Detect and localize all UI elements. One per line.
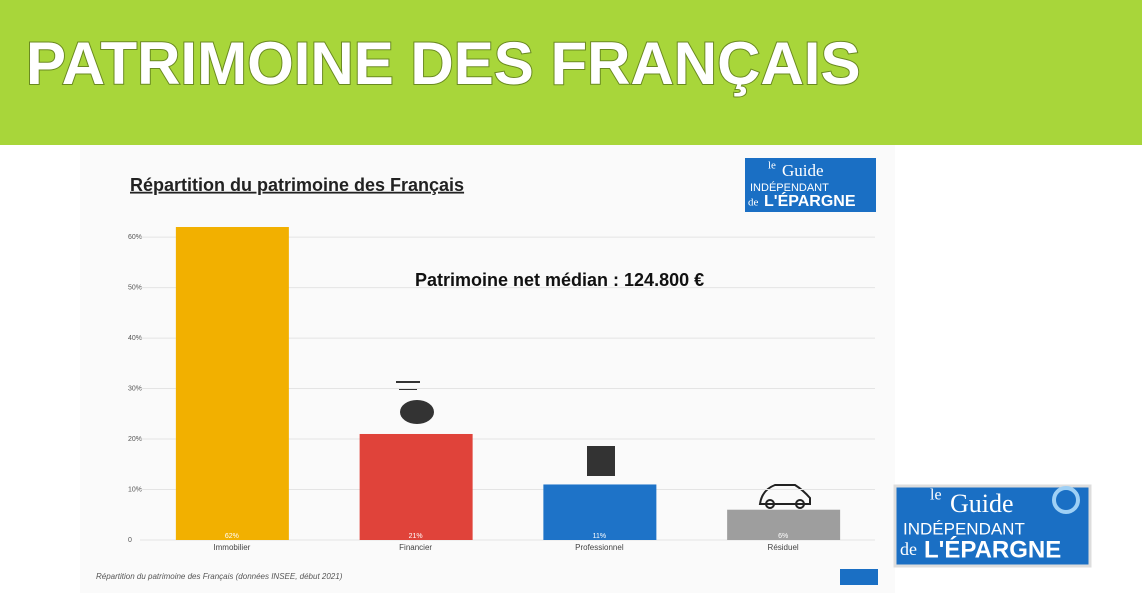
value-label: 6% [778, 533, 788, 540]
logo-text: Guide [950, 489, 1014, 518]
logo: le Guide INDÉPENDANT de L'ÉPARGNE [893, 484, 1092, 568]
logo-text: le [930, 487, 942, 504]
logo-text: L'ÉPARGNE [764, 191, 856, 210]
x-tick-label: Résiduel [768, 543, 799, 552]
logo-text: de [748, 197, 759, 209]
value-label: 11% [593, 533, 607, 540]
logo-small [840, 569, 878, 585]
bar [727, 509, 841, 540]
logo-text: INDÉPENDANT [903, 519, 1025, 538]
annotation: Patrimoine net médian : 124.800 € [415, 270, 704, 290]
caption: Répartition du patrimoine des Français (… [96, 572, 343, 581]
bar [543, 484, 657, 540]
x-tick-label: Financier [399, 543, 432, 552]
y-tick-label: 30% [128, 385, 142, 392]
piggy-icon [400, 400, 434, 424]
y-tick-label: 20% [128, 436, 142, 443]
bar [175, 227, 289, 540]
logo-text: INDÉPENDANT [750, 181, 829, 194]
logo: le Guide INDÉPENDANT de L'ÉPARGNE [745, 158, 876, 212]
x-tick-label: Professionnel [575, 543, 624, 552]
logo-text: le [768, 160, 776, 172]
y-tick-label: 40% [128, 335, 142, 342]
value-label: 62% [225, 533, 239, 540]
chart-title: Répartition du patrimoine des Français [130, 175, 464, 195]
bar [359, 433, 473, 540]
car-icon [758, 484, 811, 505]
banner-title: PATRIMOINE DES FRANÇAIS [26, 30, 860, 97]
value-label: 21% [409, 533, 423, 540]
banner [0, 0, 1142, 145]
y-tick-label: 60% [128, 234, 142, 241]
car-icon [795, 499, 805, 509]
car-icon [765, 499, 775, 509]
logo-text: de [900, 539, 917, 559]
x-tick-label: Immobilier [213, 543, 250, 552]
logo-text: L'ÉPARGNE [924, 535, 1061, 563]
building-icon [587, 446, 615, 476]
y-tick-label: 50% [128, 284, 142, 291]
y-tick-label: 0 [128, 537, 132, 544]
logo-text: Guide [782, 161, 824, 180]
y-tick-label: 10% [128, 486, 142, 493]
